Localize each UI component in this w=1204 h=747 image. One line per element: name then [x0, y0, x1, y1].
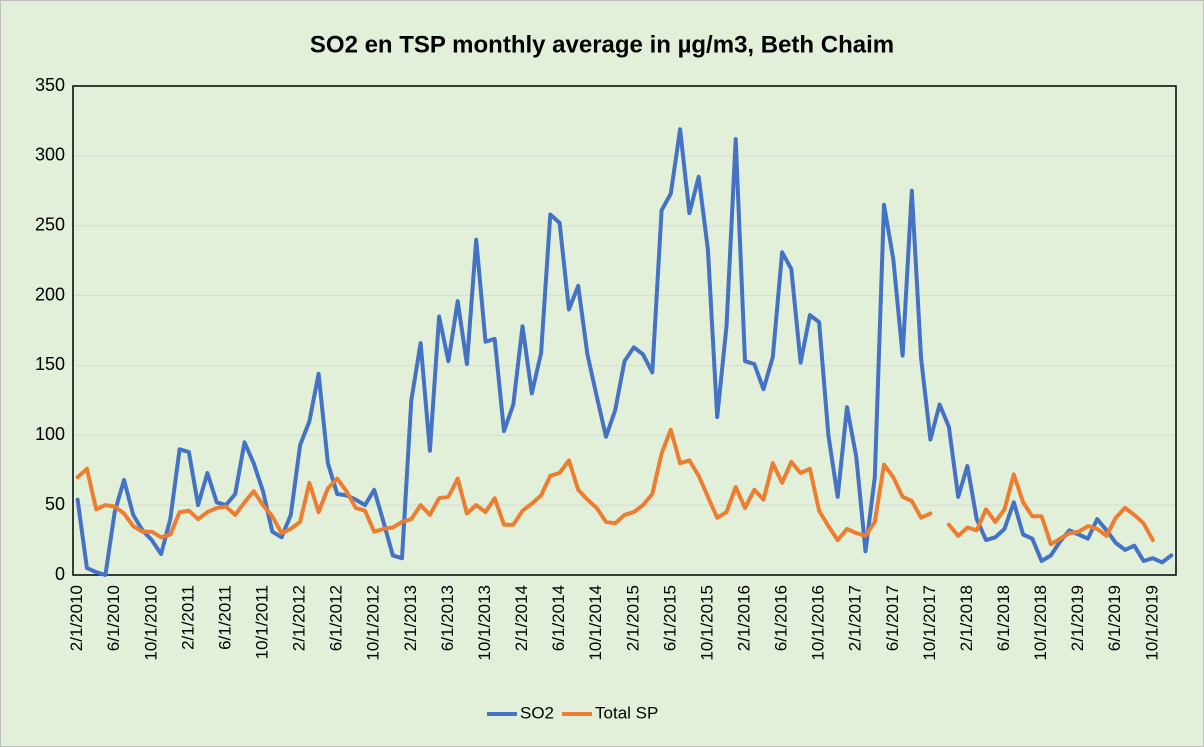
- y-tick-label: 300: [35, 145, 65, 165]
- y-tick-label: 350: [35, 75, 65, 95]
- x-tick-label: 6/1/2018: [994, 585, 1013, 651]
- x-tick-label: 6/1/2019: [1105, 585, 1124, 651]
- x-tick-label: 6/1/2016: [772, 585, 791, 651]
- x-tick-label: 2/1/2013: [401, 585, 420, 651]
- x-tick-label: 10/1/2016: [809, 585, 828, 661]
- y-tick-label: 0: [55, 564, 65, 584]
- legend-label: SO2: [520, 703, 554, 722]
- y-tick-label: 200: [35, 284, 65, 304]
- x-tick-label: 2/1/2017: [846, 585, 865, 651]
- x-tick-label: 6/1/2013: [438, 585, 457, 651]
- x-tick-label: 2/1/2015: [623, 585, 642, 651]
- x-tick-label: 6/1/2012: [327, 585, 346, 651]
- x-tick-label: 10/1/2018: [1031, 585, 1050, 661]
- legend-label: Total SP: [595, 703, 658, 722]
- series-line: [946, 472, 1155, 547]
- series-line: [75, 127, 1174, 577]
- x-tick-label: 10/1/2013: [475, 585, 494, 661]
- x-tick-label: 2/1/2016: [734, 585, 753, 651]
- x-tick-label: 10/1/2014: [586, 585, 605, 661]
- x-tick-label: 6/1/2015: [660, 585, 679, 651]
- x-tick-label: 10/1/2012: [364, 585, 383, 661]
- x-tick-label: 2/1/2012: [290, 585, 309, 651]
- x-tick-label: 10/1/2015: [697, 585, 716, 661]
- x-tick-label: 2/1/2019: [1068, 585, 1087, 651]
- x-tick-label: 2/1/2010: [67, 585, 86, 651]
- y-tick-label: 50: [45, 494, 65, 514]
- x-tick-label: 2/1/2014: [512, 585, 531, 651]
- x-tick-label: 10/1/2019: [1142, 585, 1161, 661]
- x-tick-label: 2/1/2011: [178, 585, 197, 650]
- y-tick-label: 150: [35, 354, 65, 374]
- chart-title: SO2 en TSP monthly average in µg/m3, Bet…: [310, 31, 894, 58]
- x-tick-label: 10/1/2010: [141, 585, 160, 661]
- x-tick-label: 6/1/2011: [215, 585, 234, 650]
- x-tick-label: 6/1/2017: [883, 585, 902, 651]
- x-tick-label: 10/1/2011: [252, 585, 271, 659]
- x-tick-label: 6/1/2014: [549, 585, 568, 651]
- y-tick-label: 100: [35, 424, 65, 444]
- x-tick-label: 10/1/2017: [920, 585, 939, 661]
- series-line: [75, 427, 933, 543]
- x-tick-label: 6/1/2010: [104, 585, 123, 651]
- plot-area: [72, 85, 1177, 576]
- x-tick-label: 2/1/2018: [957, 585, 976, 651]
- y-tick-label: 250: [35, 214, 65, 234]
